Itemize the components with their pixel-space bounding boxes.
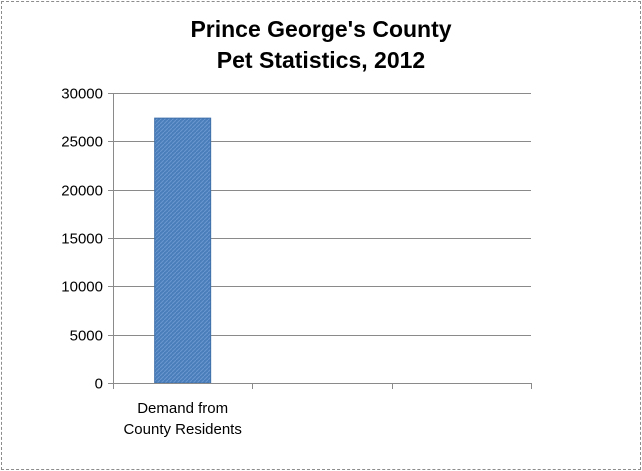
y-tick-label-30000: 30000 [61,86,103,103]
axes [108,93,532,389]
axis-labels: 0 5000 10000 15000 20000 25000 30000 Demand fro… [61,86,242,439]
y-tick-label-15000: 15000 [61,231,103,248]
y-tick-label-0: 0 [95,376,103,393]
chart-title: Prince George's County Pet Statistics, 2… [0,14,642,76]
y-tick-label-5000: 5000 [70,328,103,345]
bar-0 [154,117,212,384]
chart-title-line-1: Prince George's County [190,16,452,42]
x-category-label-0-line-1: County Residents [123,421,241,438]
y-tick-label-20000: 20000 [61,183,103,200]
chart-title-line-2: Pet Statistics, 2012 [216,47,426,73]
y-tick-label-25000: 25000 [61,134,103,151]
x-category-label-0-line-0: Demand from [137,400,228,417]
bars [154,117,212,384]
y-tick-label-10000: 10000 [61,279,103,296]
